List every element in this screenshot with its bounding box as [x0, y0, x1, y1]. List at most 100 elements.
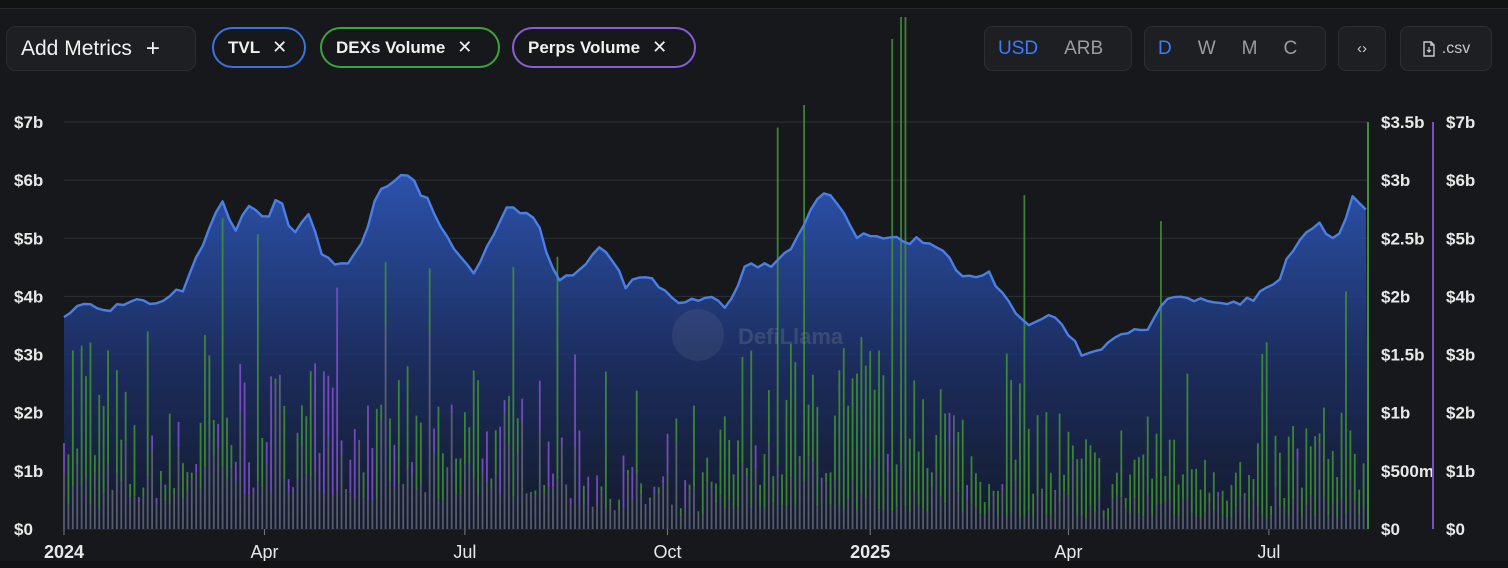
y-tick-label-right1: $2.5b	[1381, 229, 1424, 248]
close-icon[interactable]: ✕	[272, 37, 288, 57]
volume-bar	[785, 506, 788, 529]
volume-bar	[1115, 472, 1118, 496]
metric-chip-tvl[interactable]: TVL ✕	[212, 27, 306, 68]
volume-bar	[596, 475, 598, 504]
volume-bar	[274, 378, 277, 384]
x-tick-label: Jul	[1257, 542, 1280, 561]
volume-bar	[102, 493, 105, 529]
volume-bar	[160, 470, 162, 482]
granularity-option-m[interactable]: M	[1241, 37, 1258, 59]
volume-bar	[415, 415, 418, 491]
csv-download-button[interactable]: .csv	[1400, 26, 1492, 71]
volume-bar	[596, 503, 598, 529]
volume-bar	[966, 500, 969, 529]
volume-bar	[380, 404, 383, 421]
chart-plot[interactable]: $0 $0 $0 $1b $500m $1b $2b $1b $2b $3b $1.5b $3b $4b…	[0, 17, 1508, 561]
y-tick-label-left: $0	[14, 520, 33, 539]
metric-chip-label: DEXs Volume	[336, 37, 446, 57]
metric-chip-dexs-volume[interactable]: DEXs Volume ✕	[320, 27, 500, 68]
volume-bar	[679, 516, 682, 529]
volume-bar	[89, 504, 92, 529]
volume-bar	[618, 510, 620, 529]
volume-bar	[847, 405, 850, 499]
volume-bar	[618, 499, 620, 511]
granularity-option-w[interactable]: W	[1197, 37, 1216, 59]
volume-bar	[1265, 342, 1268, 519]
volume-bar	[177, 421, 180, 448]
volume-bar	[569, 498, 572, 505]
volume-bar	[1019, 383, 1021, 518]
volume-bar	[820, 477, 823, 482]
volume-bar	[635, 474, 638, 529]
volume-bar	[565, 484, 568, 486]
volume-bar	[1138, 513, 1140, 529]
volume-bar	[1182, 499, 1184, 529]
volume-bar	[349, 459, 352, 494]
volume-bar	[195, 472, 198, 529]
volume-bar	[975, 506, 977, 529]
volume-bar	[745, 468, 748, 477]
y-tick-label-right1: $1b	[1381, 404, 1410, 423]
volume-bar	[107, 463, 109, 529]
volume-bar	[812, 462, 814, 529]
volume-bar	[1098, 458, 1101, 498]
volume-bar	[1252, 478, 1255, 500]
volume-bar	[1345, 291, 1347, 514]
volume-bar	[649, 500, 651, 529]
volume-bar	[1111, 484, 1114, 499]
close-icon[interactable]: ✕	[457, 37, 473, 57]
y-tick-label-left: $3b	[14, 346, 43, 365]
volume-bar	[560, 445, 563, 529]
volume-bar	[754, 445, 757, 469]
volume-bar	[133, 496, 136, 529]
volume-bar	[283, 478, 286, 529]
volume-bar	[1151, 515, 1154, 529]
currency-option-usd[interactable]: USD	[998, 37, 1039, 59]
volume-bar	[1349, 430, 1352, 481]
volume-bar	[1173, 515, 1176, 529]
volume-bar	[671, 504, 673, 506]
volume-bar	[1256, 506, 1259, 529]
add-metrics-button[interactable]: Add Metrics +	[6, 26, 196, 71]
volume-bar	[248, 495, 250, 529]
embed-button[interactable]: ‹›	[1338, 26, 1386, 71]
volume-bar	[441, 500, 444, 529]
volume-bar	[468, 427, 471, 464]
granularity-option-d[interactable]: D	[1158, 37, 1172, 59]
volume-bar	[552, 473, 554, 488]
x-tick-label: Apr	[1054, 542, 1082, 561]
metric-chip-perps-volume[interactable]: Perps Volume ✕	[512, 27, 696, 68]
granularity-option-c[interactable]: C	[1283, 37, 1298, 59]
volume-bar	[772, 503, 775, 529]
volume-bar	[631, 466, 634, 500]
chart-panel: Add Metrics + TVL ✕ DEXs Volume ✕ Perps …	[0, 8, 1508, 561]
granularity-toggle: D W M C	[1144, 26, 1326, 71]
volume-bar	[794, 504, 797, 529]
volume-bar	[723, 508, 726, 529]
volume-bar	[477, 494, 480, 529]
volume-bar	[424, 492, 427, 529]
volume-bar	[190, 472, 193, 479]
volume-bar	[710, 488, 713, 529]
currency-option-arb[interactable]: ARB	[1064, 37, 1104, 59]
volume-bar	[600, 491, 603, 529]
y-tick-label-left: $7b	[14, 113, 43, 132]
volume-bar	[675, 418, 678, 442]
volume-bar	[543, 492, 546, 529]
volume-bar	[182, 463, 184, 499]
volume-bar	[1353, 453, 1356, 501]
volume-bar	[1067, 495, 1070, 529]
volume-bar	[389, 481, 391, 529]
volume-bar	[759, 484, 761, 507]
volume-bar	[107, 350, 109, 464]
volume-bar	[1045, 514, 1048, 529]
volume-bar	[644, 505, 647, 529]
volume-bar	[397, 380, 400, 485]
volume-bar	[287, 492, 290, 529]
volume-bar	[728, 500, 731, 529]
volume-bar	[926, 511, 929, 529]
close-icon[interactable]: ✕	[652, 37, 668, 57]
volume-bar	[164, 484, 167, 502]
volume-bar	[243, 382, 246, 495]
volume-bar	[1212, 510, 1215, 529]
